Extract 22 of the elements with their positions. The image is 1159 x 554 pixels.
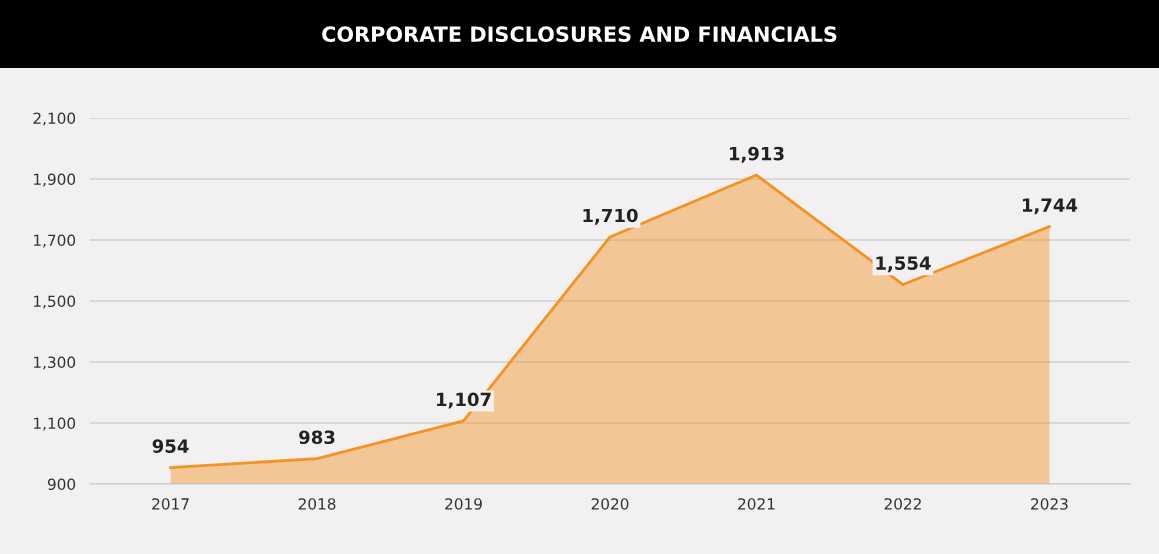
- y-tick-label: 1,300: [34, 356, 76, 370]
- data-label: 1,554: [876, 256, 931, 273]
- x-tick-label: 2018: [298, 498, 336, 510]
- y-tick-label: 1,900: [34, 173, 76, 187]
- data-label: 1,107: [437, 392, 491, 409]
- y-tick-label: 1,500: [34, 295, 76, 309]
- x-tick-label: 2022: [884, 498, 921, 510]
- y-tick-label: 1,700: [34, 234, 76, 248]
- x-tick-label: 2021: [738, 498, 775, 510]
- x-tick-label: 2023: [1031, 498, 1068, 510]
- y-tick-label: 900: [47, 478, 76, 491]
- data-label: 1,744: [1022, 198, 1078, 215]
- x-tick-label: 2017: [152, 498, 189, 510]
- data-label: 1,913: [729, 146, 784, 163]
- x-tick-label: 2019: [445, 498, 482, 510]
- data-label: 983: [299, 430, 335, 445]
- y-tick-label: 1,100: [34, 417, 76, 431]
- chart-title: CORPORATE DISCLOSURES AND FINANCIALS: [322, 26, 837, 43]
- data-label: 954: [152, 439, 189, 453]
- data-label: 1,710: [583, 208, 638, 225]
- x-tick-label: 2020: [591, 498, 629, 510]
- y-tick-label: 2,100: [33, 112, 76, 126]
